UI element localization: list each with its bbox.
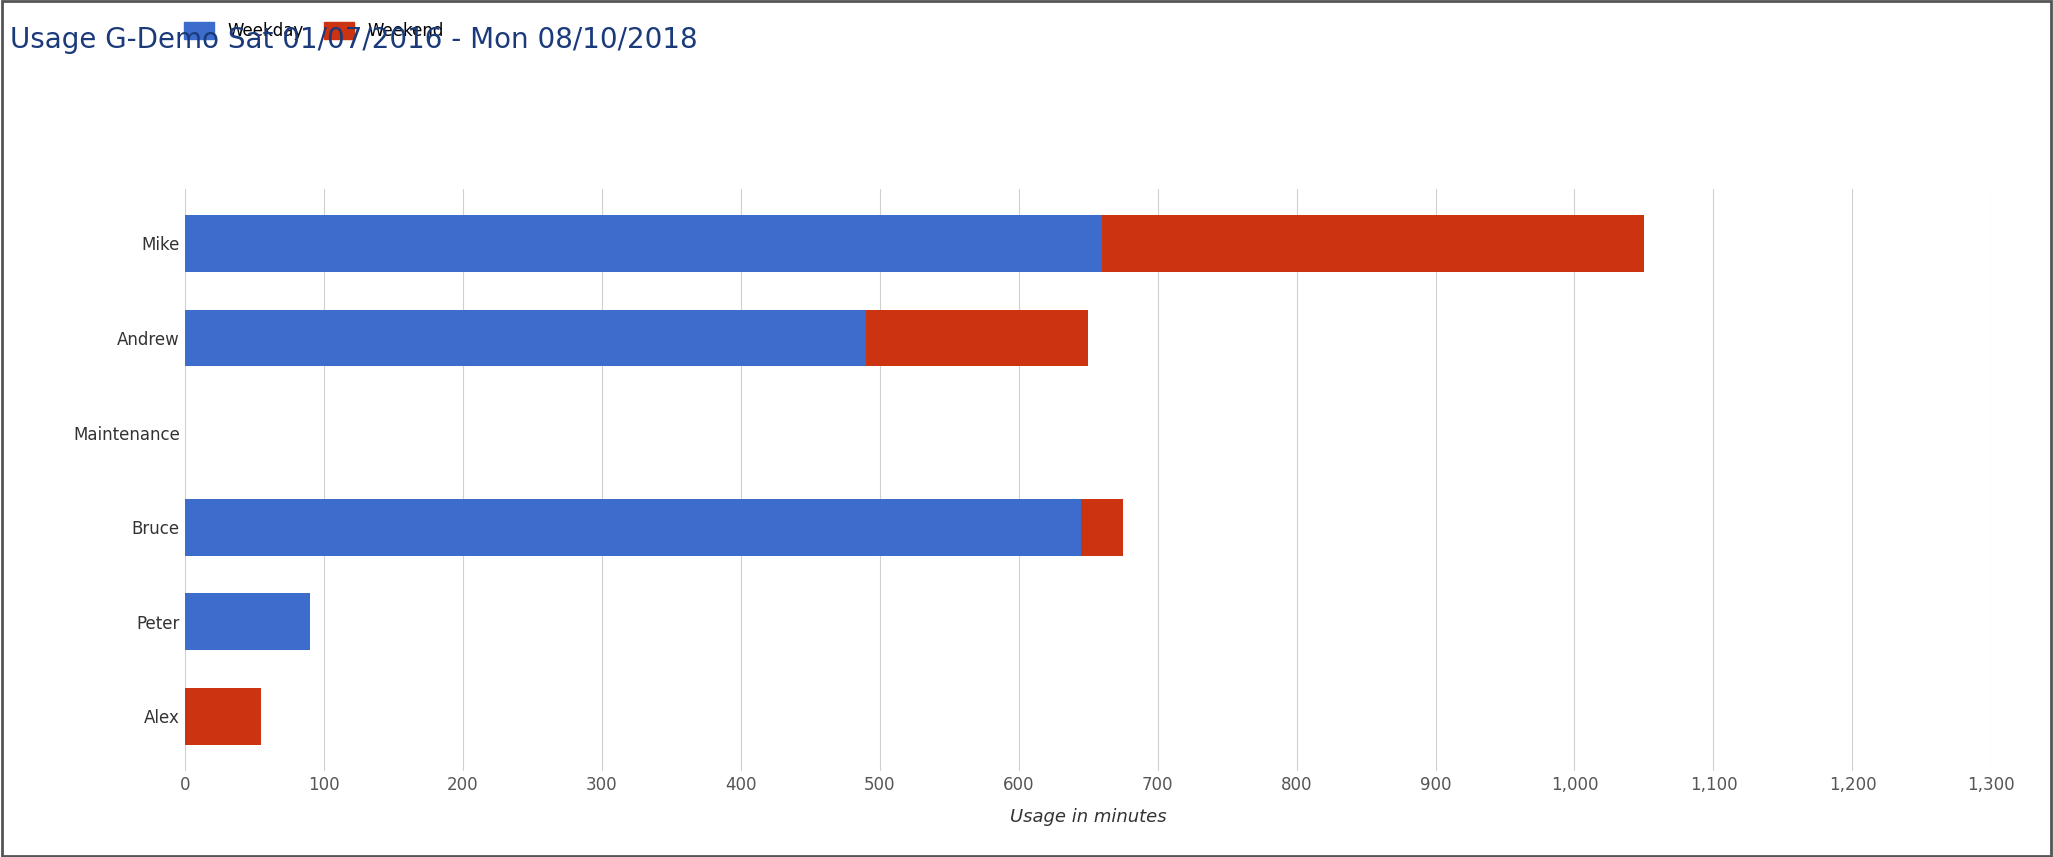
Text: Usage G-Demo Sat 01/07/2016 - Mon 08/10/2018: Usage G-Demo Sat 01/07/2016 - Mon 08/10/… <box>10 26 698 54</box>
Bar <box>1082 499 1123 555</box>
Bar <box>185 215 1102 272</box>
Bar <box>1102 215 1644 272</box>
Bar <box>185 499 1082 555</box>
X-axis label: Usage in minutes: Usage in minutes <box>1010 808 1166 826</box>
Bar <box>185 688 261 745</box>
Bar <box>185 593 310 650</box>
Bar <box>185 309 866 367</box>
Bar <box>866 309 1088 367</box>
Legend: Weekday, Weekend: Weekday, Weekend <box>185 22 443 40</box>
